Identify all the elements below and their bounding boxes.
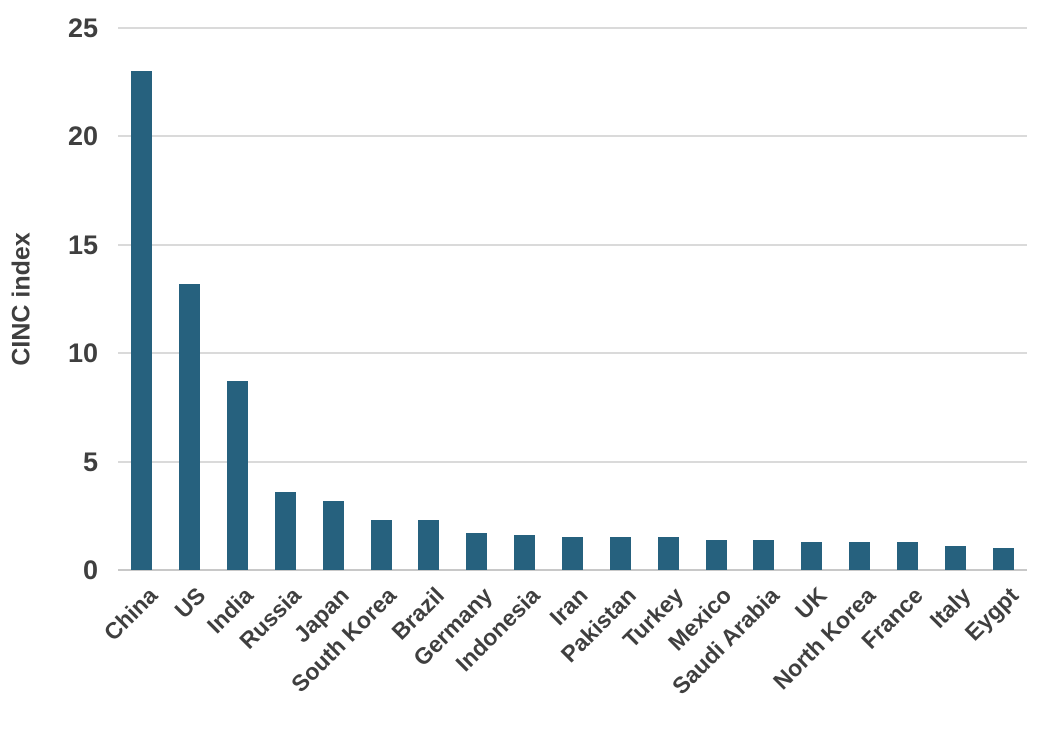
bar-russia bbox=[274, 491, 296, 570]
bar-indonesia bbox=[514, 535, 536, 570]
x-axis-label: Eygpt bbox=[959, 582, 1024, 646]
y-tick-label: 25 bbox=[67, 13, 98, 43]
y-tick-label: 20 bbox=[67, 121, 98, 152]
y-tick-label: 15 bbox=[67, 229, 98, 260]
y-tick-label: 0 bbox=[82, 555, 98, 585]
bar-pakistan bbox=[609, 537, 631, 570]
gridline bbox=[118, 135, 1027, 138]
bar-uk bbox=[801, 541, 823, 570]
bar-japan bbox=[322, 500, 344, 570]
bar-eygpt bbox=[992, 548, 1014, 570]
gridline bbox=[118, 27, 1027, 29]
bar-us bbox=[179, 283, 201, 570]
bar-saudi-arabia bbox=[753, 539, 775, 570]
gridline bbox=[118, 352, 1027, 355]
bar-germany bbox=[466, 533, 488, 570]
x-axis-label: China bbox=[98, 582, 163, 646]
bar-turkey bbox=[657, 537, 679, 570]
gridline bbox=[118, 460, 1027, 463]
gridline bbox=[118, 243, 1027, 246]
bar-china bbox=[131, 71, 153, 570]
bar-france bbox=[896, 541, 918, 570]
bar-italy bbox=[944, 546, 966, 570]
bar-india bbox=[227, 381, 249, 570]
bar-brazil bbox=[418, 520, 440, 570]
x-axis-line bbox=[118, 569, 1027, 571]
bar-north-korea bbox=[849, 541, 871, 570]
bar-mexico bbox=[705, 539, 727, 570]
bar-south-korea bbox=[370, 520, 392, 570]
plot-area bbox=[118, 27, 1027, 571]
bar-iran bbox=[562, 537, 583, 570]
y-tick-label: 10 bbox=[67, 338, 98, 369]
y-tick-label: 5 bbox=[82, 446, 98, 477]
